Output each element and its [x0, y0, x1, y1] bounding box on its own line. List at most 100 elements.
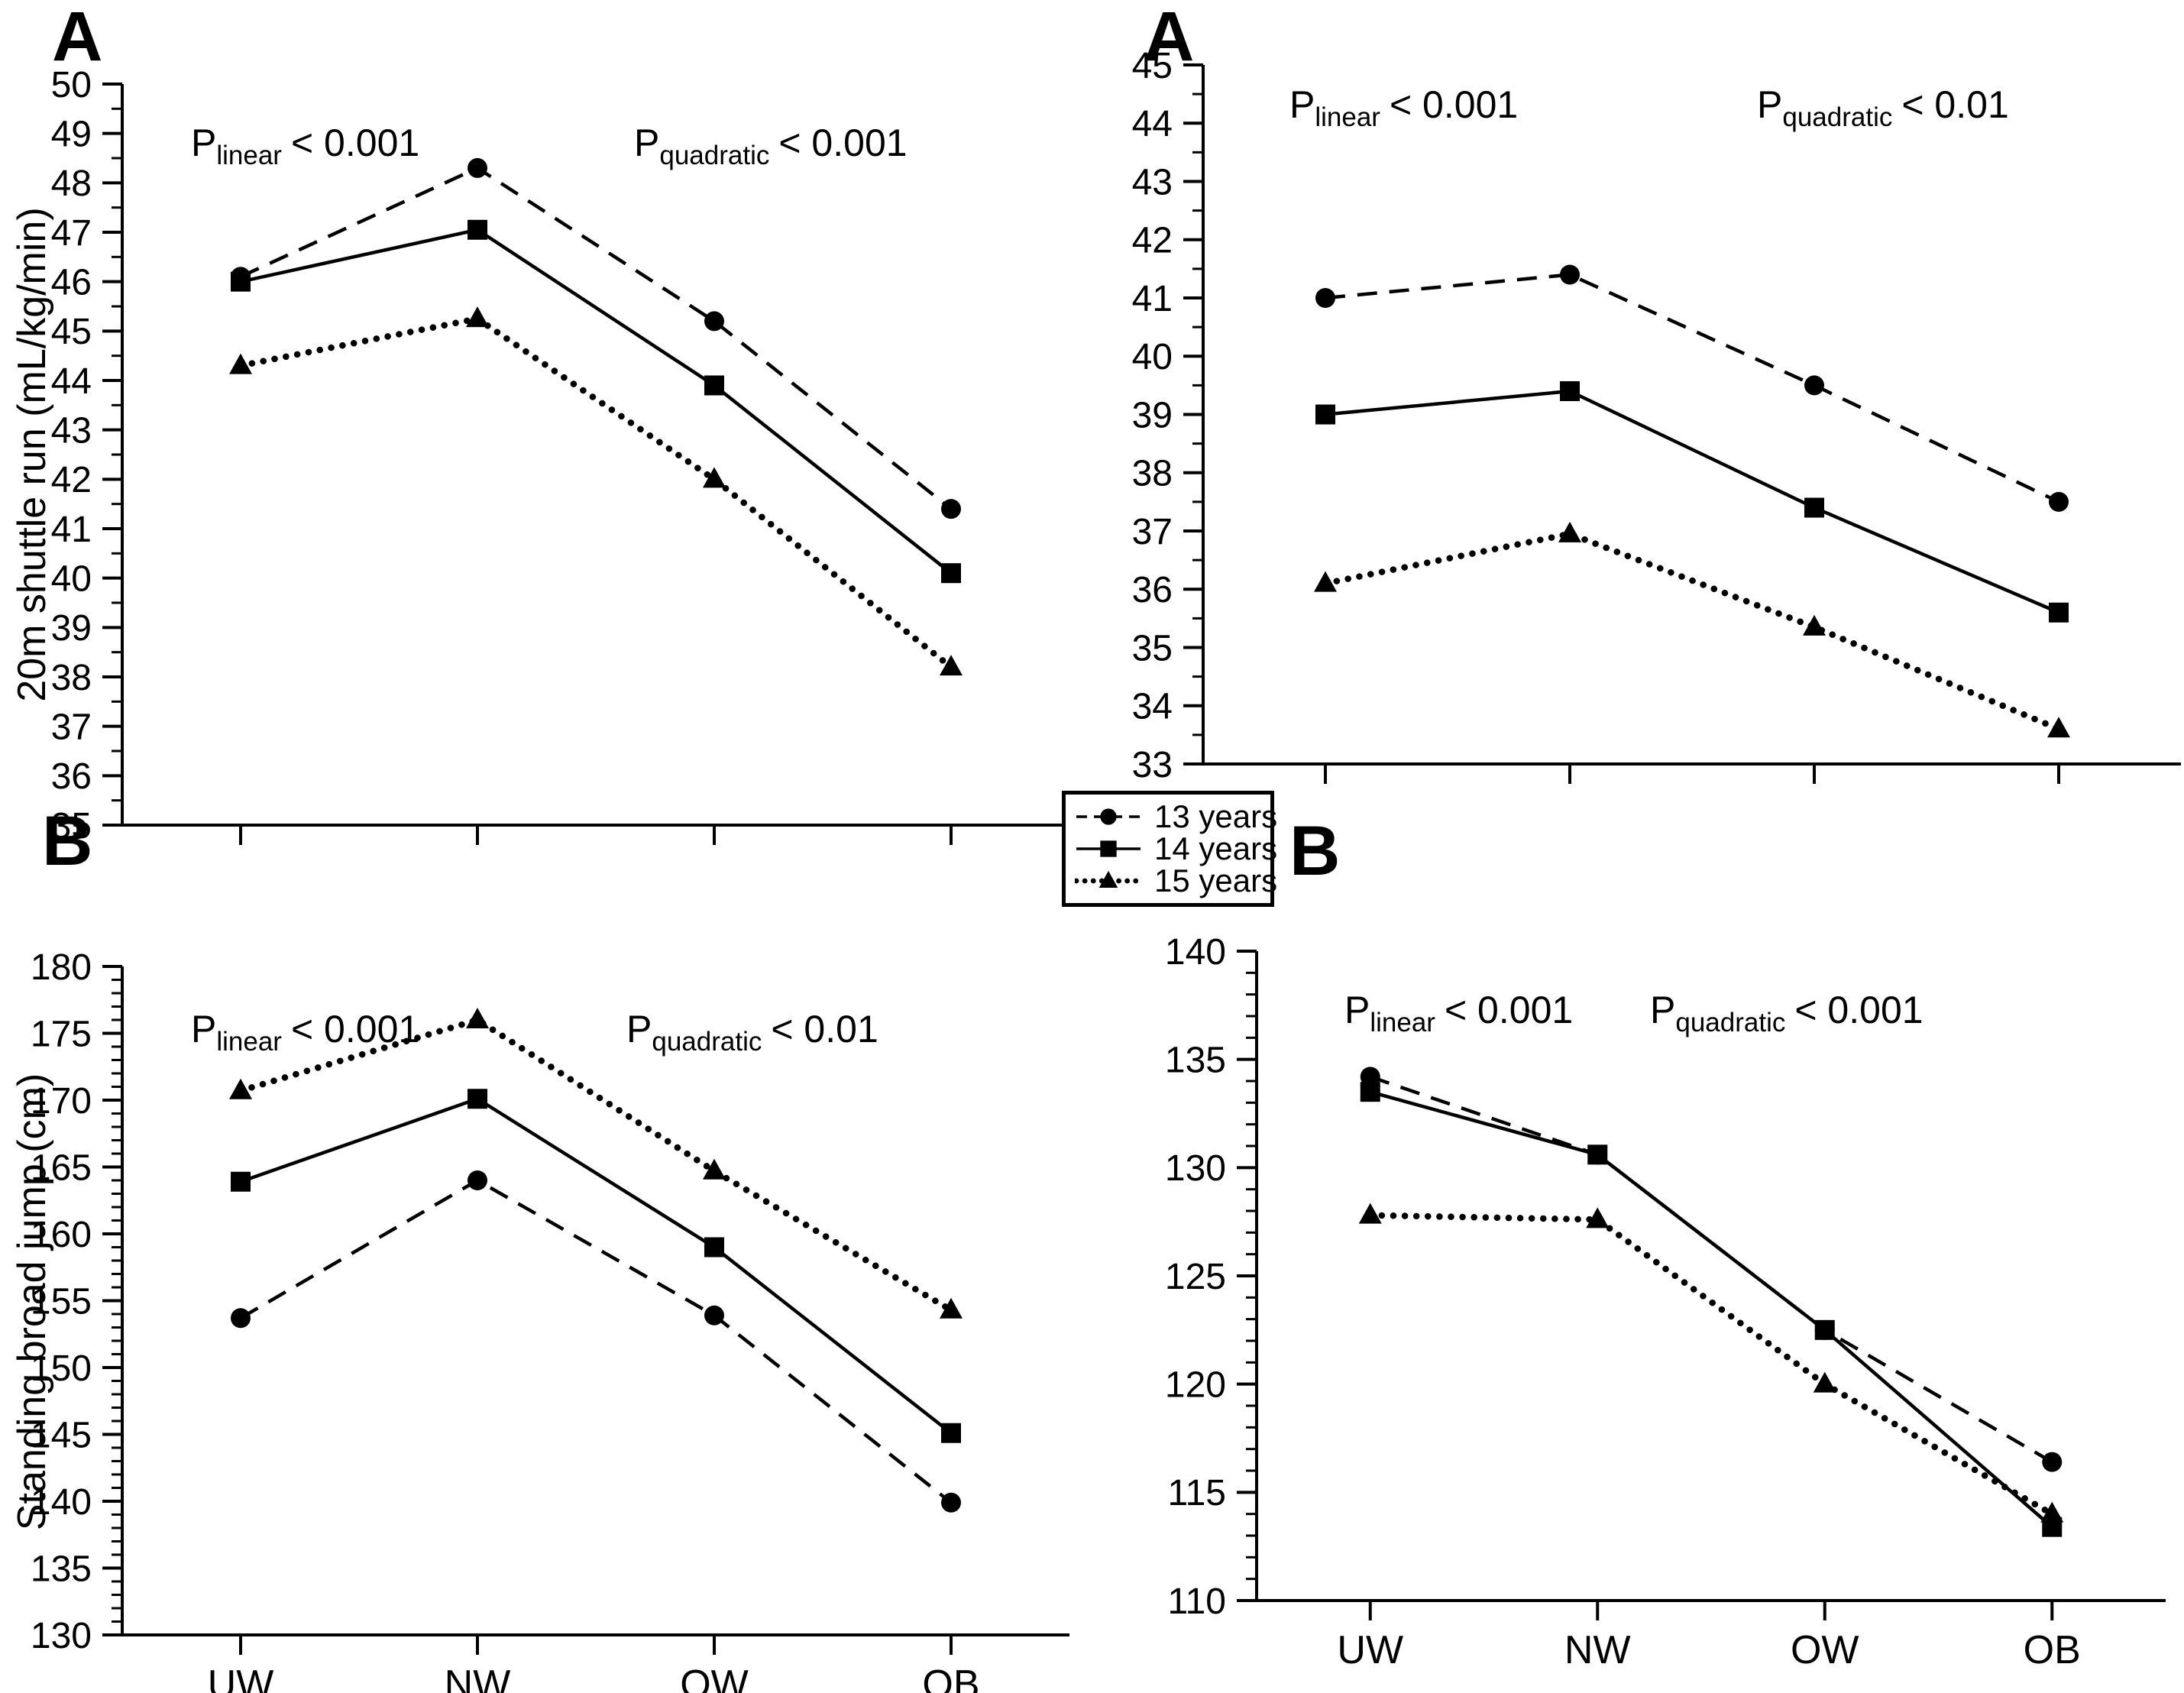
series-line-13-years	[240, 166, 953, 510]
y-tick-label: 41	[1132, 279, 1173, 319]
legend-item-14-years: 14 years	[1075, 830, 1277, 866]
p-symbol: P	[626, 1008, 652, 1050]
panel-broad-jump-left: 130 135 140 145 150 155 160 165 170 175 180 UW NW OW O…	[31, 947, 1069, 1693]
p-symbol: P	[1757, 83, 1783, 126]
y-tick-label: 135	[1165, 1040, 1226, 1080]
p-subscript: quadratic	[1675, 1008, 1786, 1037]
marker-triangle-icon	[1314, 571, 1337, 592]
x-category-label: OW	[680, 1662, 749, 1693]
y-tick-label: 120	[1165, 1364, 1226, 1405]
y-tick-label: 45	[51, 312, 92, 352]
x-category-label: NW	[445, 1662, 511, 1693]
marker-triangle-icon	[229, 1078, 252, 1099]
marker-circle-icon	[231, 1308, 251, 1329]
y-tick-label: 165	[31, 1148, 92, 1188]
p-comparison: < 0.001	[778, 121, 908, 164]
y-tick-label: 45	[1132, 46, 1173, 86]
series-line-14-years	[240, 228, 953, 575]
y-tick-label: 155	[31, 1281, 92, 1322]
annotation-p-linear-bottom-left: Plinear < 0.001	[191, 1008, 419, 1056]
y-tick-label: 36	[1132, 570, 1173, 610]
series-line-14-years	[1370, 1089, 2053, 1529]
p-subscript: linear	[1370, 1008, 1435, 1037]
series-line-15-years	[237, 315, 955, 671]
annotation-p-linear-top-left: Plinear < 0.001	[191, 121, 420, 170]
y-tick-label: 33	[1132, 745, 1173, 785]
y-tick-label: 125	[1165, 1257, 1226, 1297]
marker-triangle-icon	[1803, 614, 1826, 636]
y-tick-label: 46	[51, 262, 92, 303]
y-tick-label: 42	[1132, 221, 1173, 261]
y-tick-label: 130	[31, 1616, 92, 1656]
marker-circle-icon	[2049, 491, 2069, 512]
y-tick-label: 115	[1167, 1473, 1226, 1513]
y-axis-title-shuttle-run: 20m shuttle run (mL/kg/min)	[10, 207, 54, 702]
y-tick-label: 175	[31, 1014, 92, 1054]
y-tick-label: 35	[51, 806, 92, 846]
panel-broad-jump-right: 110 115 120 125 130 135 140 UW NW OW OB	[1165, 932, 2166, 1672]
y-tick-label: 39	[1132, 395, 1173, 435]
marker-square-icon	[1315, 404, 1335, 425]
y-tick-label: 160	[31, 1215, 92, 1255]
marker-triangle-icon	[2047, 717, 2070, 738]
legend-box: 13 years 14 years 15 years	[1062, 791, 1278, 907]
panel-label-top-left: A	[52, 0, 103, 76]
marker-square-icon	[468, 1089, 487, 1109]
y-tick-label: 36	[51, 756, 92, 797]
marker-triangle-icon	[2040, 1501, 2064, 1523]
legend-label: 15 years	[1154, 863, 1278, 898]
marker-triangle-icon	[466, 306, 489, 328]
p-comparison: < 0.01	[1901, 83, 2009, 126]
marker-square-icon	[2049, 602, 2069, 623]
y-tick-label: 34	[1132, 687, 1173, 727]
series-line-13-years	[1370, 1075, 2053, 1464]
marker-circle-icon	[2042, 1452, 2063, 1472]
marker-triangle-icon	[466, 1008, 489, 1028]
marker-circle-icon	[468, 1170, 487, 1190]
y-tick-label: 43	[51, 410, 92, 451]
series-line-13-years	[239, 1178, 953, 1504]
x-category-label: OW	[1791, 1628, 1859, 1672]
marker-circle-icon	[1315, 288, 1335, 308]
marker-circle-icon	[941, 499, 961, 520]
p-subscript: linear	[216, 141, 282, 170]
marker-circle-icon	[941, 1492, 961, 1513]
y-tick-label: 44	[51, 361, 92, 402]
y-tick-label: 40	[51, 558, 92, 599]
p-comparison: < 0.001	[1794, 989, 1924, 1031]
marker-square-icon	[1804, 497, 1824, 518]
p-subscript: linear	[1315, 102, 1380, 132]
series-line-14-years	[240, 1096, 953, 1435]
x-category-label: UW	[1337, 1628, 1403, 1672]
marker-circle-icon	[704, 311, 724, 332]
marker-square-icon	[704, 375, 724, 396]
marker-square-icon	[941, 563, 961, 584]
panel-shuttle-run-right: 33 34 35 36 37 38 39 40 41 42 43 44 45	[1132, 46, 2181, 785]
marker-triangle-icon	[940, 655, 963, 676]
legend-item-13-years: 13 years	[1075, 798, 1277, 834]
p-comparison: < 0.001	[1389, 83, 1519, 126]
y-tick-label: 130	[1165, 1148, 1226, 1189]
y-tick-label: 41	[51, 510, 92, 550]
annotation-p-linear-top-right: Plinear < 0.001	[1289, 83, 1519, 131]
y-tick-label: 145	[31, 1415, 92, 1455]
series-line-13-years	[1325, 273, 2059, 503]
y-tick-label: 48	[51, 163, 92, 204]
marker-square-icon	[1560, 381, 1580, 401]
marker-square-icon	[468, 219, 487, 240]
marker-triangle-icon	[1586, 1207, 1610, 1228]
y-axis-title-broad-jump: Standing broad jump (cm)	[10, 1073, 54, 1531]
p-comparison: < 0.01	[771, 1008, 878, 1050]
annotation-p-quadratic-bottom-right: Pquadratic < 0.001	[1650, 989, 1924, 1037]
y-tick-label: 50	[51, 65, 92, 105]
p-subscript: linear	[216, 1027, 282, 1057]
marker-circle-icon	[1360, 1067, 1380, 1087]
x-category-label: OB	[922, 1662, 979, 1693]
p-symbol: P	[191, 1008, 217, 1050]
y-tick-label: 37	[1132, 512, 1173, 552]
p-comparison: < 0.001	[290, 121, 420, 164]
y-tick-label: 180	[31, 947, 92, 988]
panel-shuttle-run-left: 35 36 37 38 39 40 41 42 43 44 45 46 47 48 49 50	[51, 65, 1069, 846]
